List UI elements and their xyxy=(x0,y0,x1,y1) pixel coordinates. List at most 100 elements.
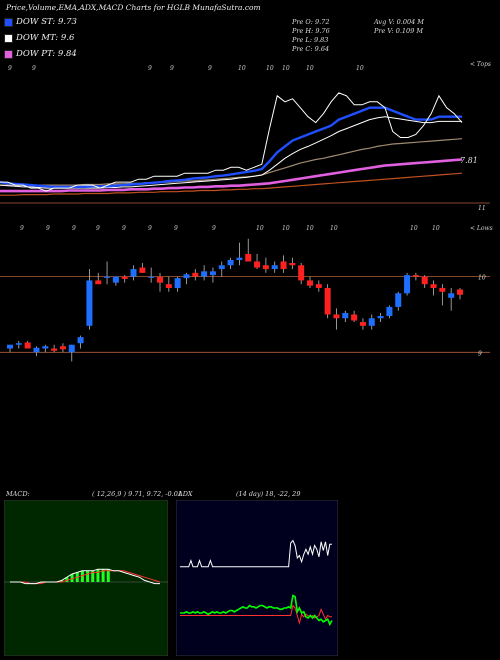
candle-body xyxy=(130,269,137,277)
macd-histogram-bar xyxy=(86,570,90,582)
candle-body xyxy=(280,261,287,270)
info-col1-2: Pre L: 9.83 xyxy=(292,36,329,44)
adx-params: (14 day) 18, -22, 29 xyxy=(236,490,301,498)
candle-body xyxy=(324,287,331,315)
ohlc-date-label: 9 xyxy=(96,225,100,232)
price-corner-label: < Tops xyxy=(470,61,491,68)
ohlc-date-label: 10 xyxy=(410,225,418,232)
price-date-label: 9 xyxy=(32,65,36,72)
macd-histogram-bar xyxy=(65,577,69,582)
info-col1-1: Pre H: 9.76 xyxy=(292,27,330,35)
price-date-label: 9 xyxy=(148,65,152,72)
candle-body xyxy=(412,275,419,277)
price-line xyxy=(0,92,463,192)
info-col1-0: Pre O: 9.72 xyxy=(292,18,330,26)
ohlc-date-label: 9 xyxy=(72,225,76,232)
candle-body xyxy=(457,289,463,295)
candle-body xyxy=(165,284,172,288)
candle-body xyxy=(104,276,111,278)
candle-body xyxy=(201,271,208,277)
candle-body xyxy=(218,265,225,270)
ohlc-date-label: 10 xyxy=(306,225,314,232)
candle-body xyxy=(121,276,128,279)
price-date-label: 10 xyxy=(282,65,290,72)
price-date-label: 10 xyxy=(238,65,246,72)
macd-histogram-bar xyxy=(91,570,95,582)
candle-body xyxy=(421,276,428,285)
adx-panel xyxy=(176,500,338,656)
ohlc-date-label: 9 xyxy=(212,225,216,232)
candle-body xyxy=(42,346,49,349)
candle-body xyxy=(333,314,340,319)
macd-histogram-bar xyxy=(80,570,84,582)
info-col1-3: Pre C: 9.64 xyxy=(292,45,330,53)
price-date-label: 9 xyxy=(208,65,212,72)
candle-body xyxy=(262,265,269,270)
candle-body xyxy=(183,274,190,279)
ema-mt-label: DOW MT: 9.6 xyxy=(16,33,75,43)
ohlc-date-label: 9 xyxy=(46,225,50,232)
candle-body xyxy=(342,312,349,319)
candle-body xyxy=(254,261,261,268)
price-chart-area: 9 9 9 9 9 10 10 10 10 10 < Tops 7.81 11 10 9 < Lows 9 9 9 9… xyxy=(0,61,493,362)
ema-pt-swatch xyxy=(4,49,13,59)
candle-body xyxy=(59,346,66,350)
ohlc-tick-label: 9 xyxy=(478,350,482,357)
ohlc-date-label: 9 xyxy=(148,225,152,232)
candle-body xyxy=(174,278,181,288)
candle-body xyxy=(24,342,31,349)
candle-body xyxy=(227,259,234,266)
candle-body xyxy=(289,263,296,266)
ema-st-label: DOW ST: 9.73 xyxy=(16,17,77,27)
price-tick-label: 7.81 xyxy=(460,156,478,165)
ema-pt-label: DOW PT: 9.84 xyxy=(16,49,77,59)
candle-body xyxy=(112,276,119,283)
macd-histogram-bar xyxy=(96,569,100,582)
candle-body xyxy=(148,276,155,278)
ohlc-tick-label: 10 xyxy=(478,275,486,282)
candle-body xyxy=(68,344,75,353)
ema-mid-line xyxy=(0,116,462,189)
macd-line xyxy=(10,568,160,585)
candle-body xyxy=(386,306,393,316)
chart-title: Price,Volume,EMA,ADX,MACD Charts for HGL… xyxy=(6,3,261,12)
candle-body xyxy=(368,318,375,326)
candle-body xyxy=(271,265,278,270)
candle-body xyxy=(307,280,313,286)
candle-body xyxy=(209,271,216,276)
ohlc-date-label: 9 xyxy=(174,225,178,232)
candle-body xyxy=(139,267,146,273)
ema-extra-line xyxy=(0,172,463,196)
candle-body xyxy=(359,322,366,326)
ohlc-date-label: 10 xyxy=(330,225,338,232)
info-col2-1: Pre V: 0.109 M xyxy=(374,27,424,35)
ema-short-line xyxy=(0,106,462,189)
candle-body xyxy=(157,276,163,283)
adx-minus-di-line xyxy=(180,604,332,625)
price-date-label: 10 xyxy=(266,65,274,72)
candle-body xyxy=(448,293,455,298)
ema-legend-pt: DOW PT: 9.84 xyxy=(4,49,77,59)
candle-body xyxy=(192,272,199,277)
macd-histogram-bar xyxy=(106,569,110,582)
price-date-label: 10 xyxy=(356,65,364,72)
candle-body xyxy=(245,253,252,262)
ohlc-date-label: 9 xyxy=(20,225,24,232)
ema-legend-mt: DOW MT: 9.6 xyxy=(4,33,74,43)
adx-background xyxy=(176,500,338,656)
candle-body xyxy=(95,280,102,285)
price-date-label: 9 xyxy=(8,65,12,72)
candle-body xyxy=(33,347,40,353)
macd-panel xyxy=(4,500,168,656)
candle-body xyxy=(315,284,322,288)
candle-body xyxy=(377,315,384,319)
macd-histogram-bar xyxy=(70,574,74,582)
candle-body xyxy=(77,337,84,344)
ohlc-date-label: 10 xyxy=(256,225,264,232)
price-date-label: 10 xyxy=(306,65,314,72)
ohlc-corner-label: < Lows xyxy=(470,225,493,232)
candle-body xyxy=(430,284,437,288)
ohlc-date-label: 10 xyxy=(282,225,290,232)
macd-params: ( 12,26,9 ) 9.71, 9.72, -0.01 xyxy=(92,490,182,498)
candle-body xyxy=(351,314,358,321)
